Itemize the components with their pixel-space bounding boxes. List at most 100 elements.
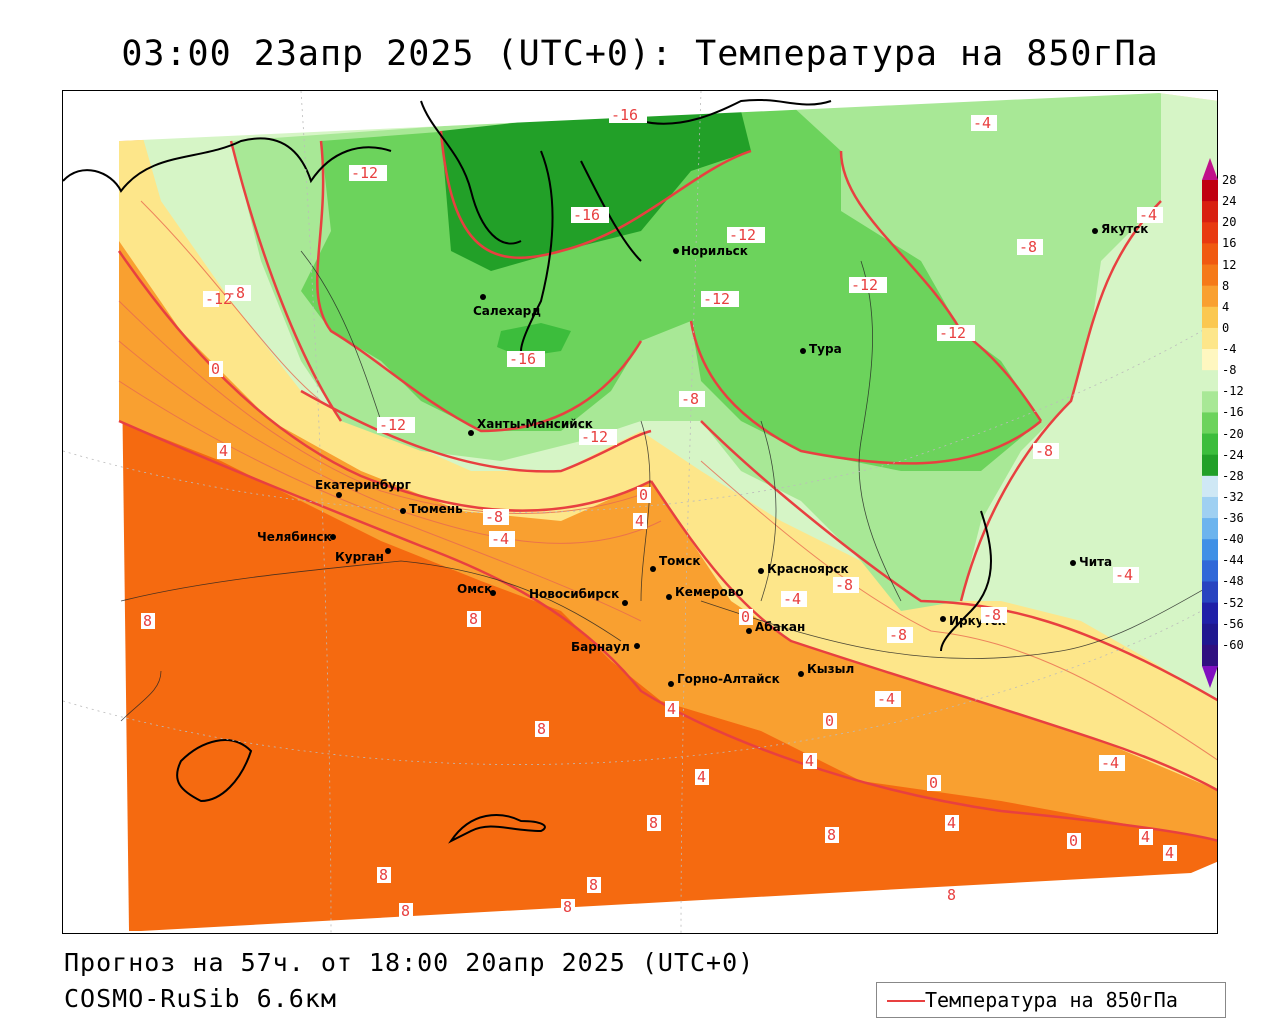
city-label: Омск: [457, 582, 492, 596]
colorbar-swatch: [1202, 644, 1218, 667]
colorbar-tick-label: 24: [1222, 194, 1237, 209]
colorbar-swatch: [1202, 201, 1218, 223]
isotherm-label: 0: [211, 360, 220, 378]
isotherm-label: -12: [851, 276, 878, 294]
isotherm-label: 0: [1069, 832, 1078, 850]
colorbar-swatch: [1202, 581, 1218, 604]
isotherm-label: -4: [783, 590, 801, 608]
city-dot: [330, 534, 336, 540]
city-label: Чита: [1079, 555, 1112, 569]
isotherm-label: 4: [697, 768, 706, 786]
colorbar-tick-label: -56: [1222, 616, 1244, 631]
colorbar-top-arrow: [1202, 158, 1218, 180]
city-dot: [385, 548, 391, 554]
city-dot: [468, 430, 474, 436]
colorbar-tick-label: -40: [1222, 532, 1244, 547]
city-label: Салехард: [473, 304, 541, 318]
city-dot: [490, 590, 496, 596]
colorbar-tick-label: -60: [1222, 637, 1244, 652]
city-markers: Салехард Норильск Якутск Тура Ханты-Манс…: [257, 222, 1148, 687]
isotherm-value-labels: -16 -12 -16 -4 -12 -8 -4 -8 -12 -12 -12 …: [141, 106, 1177, 920]
colorbar-swatch: [1202, 285, 1218, 308]
city-label: Барнаул: [571, 640, 630, 654]
colorbar-tick-label: 8: [1222, 278, 1230, 293]
colorbar-swatch: [1202, 412, 1218, 435]
region-borders: [120, 250, 1217, 722]
colorbar-swatch: [1202, 454, 1218, 477]
isotherm-label: 8: [649, 814, 658, 832]
colorbar-tick-label: 12: [1222, 257, 1237, 272]
city-label: Горно-Алтайск: [677, 672, 780, 686]
isotherm-label: -4: [1139, 206, 1157, 224]
isotherm-label: -8: [227, 284, 245, 302]
isotherm-label: -16: [573, 206, 600, 224]
colorbar-swatch: [1202, 349, 1218, 371]
colorbar-swatch: [1202, 264, 1218, 287]
colorbar-tick-label: -8: [1222, 363, 1237, 378]
isotherm-label: 4: [805, 752, 814, 770]
isotherm-label: -8: [1019, 238, 1037, 256]
isotherm-label: -8: [1035, 442, 1053, 460]
isotherm-label: 8: [379, 866, 388, 884]
colorbar-swatch: [1202, 518, 1218, 540]
city-dot: [800, 348, 806, 354]
city-label: Новосибирск: [529, 587, 619, 601]
isotherm-label: 0: [639, 486, 648, 504]
isotherm-label: -12: [379, 416, 406, 434]
colorbar-tick-label: -36: [1222, 511, 1244, 526]
city-dot: [1070, 560, 1076, 566]
legend-line-swatch: [887, 1000, 925, 1002]
map-area: Салехард Норильск Якутск Тура Ханты-Манс…: [62, 90, 1218, 934]
colorbar-swatch: [1202, 475, 1218, 498]
city-label: Курган: [335, 550, 384, 564]
colorbar-bottom-arrow: [1202, 666, 1218, 688]
isotherm-label: -4: [877, 690, 895, 708]
colorbar-swatch: [1202, 433, 1218, 456]
colorbar-tick-label: -24: [1222, 447, 1244, 462]
isotherm-label: 8: [589, 876, 598, 894]
city-dot: [336, 492, 342, 498]
colorbar-tick-label: 0: [1222, 320, 1230, 335]
city-dot: [758, 568, 764, 574]
isotherm-label: -8: [835, 576, 853, 594]
isotherm-label: -12: [581, 428, 608, 446]
isotherm-label: 4: [947, 814, 956, 832]
isotherm-label: -12: [729, 226, 756, 244]
isotherm-label: 4: [219, 442, 228, 460]
city-label: Челябинск: [257, 530, 332, 544]
isotherm-label: -4: [491, 530, 509, 548]
isotherm-label: 4: [1165, 844, 1174, 862]
isotherm-label: -12: [703, 290, 730, 308]
city-label: Тюмень: [409, 502, 463, 516]
isotherm-label: -12: [939, 324, 966, 342]
colorbar-tick-label: -28: [1222, 468, 1244, 483]
isotherm-label: -4: [1115, 566, 1133, 584]
city-dot: [668, 681, 674, 687]
isotherm-label: 8: [827, 826, 836, 844]
city-dot: [666, 594, 672, 600]
colorbar-tick-label: 4: [1222, 299, 1230, 314]
city-dot: [650, 566, 656, 572]
city-label: Якутск: [1101, 222, 1148, 236]
isotherm-label: 8: [143, 612, 152, 630]
isotherm-label: -16: [509, 350, 536, 368]
isotherm-label: -8: [983, 606, 1001, 624]
city-dot: [634, 643, 640, 649]
colorbar-tick-label: -32: [1222, 489, 1244, 504]
colorbar-tick-label: -20: [1222, 426, 1244, 441]
city-label: Екатеринбург: [315, 478, 411, 492]
city-dot: [798, 671, 804, 677]
isotherm-label: -16: [611, 106, 638, 124]
isotherm-label: 0: [741, 608, 750, 626]
colorbar-tick-label: 16: [1222, 236, 1237, 251]
city-dot: [480, 294, 486, 300]
model-name: COSMO-RuSib 6.6км: [64, 984, 337, 1013]
isotherm-label: 8: [469, 610, 478, 628]
colorbar-tick-label: -16: [1222, 405, 1244, 420]
colorbar-swatch: [1202, 222, 1218, 244]
isotherm-label: 8: [563, 898, 572, 916]
colorbar-swatch: [1202, 560, 1218, 582]
city-label: Тура: [809, 342, 842, 356]
colorbar-swatch: [1202, 306, 1218, 329]
isotherm-label: -8: [889, 626, 907, 644]
